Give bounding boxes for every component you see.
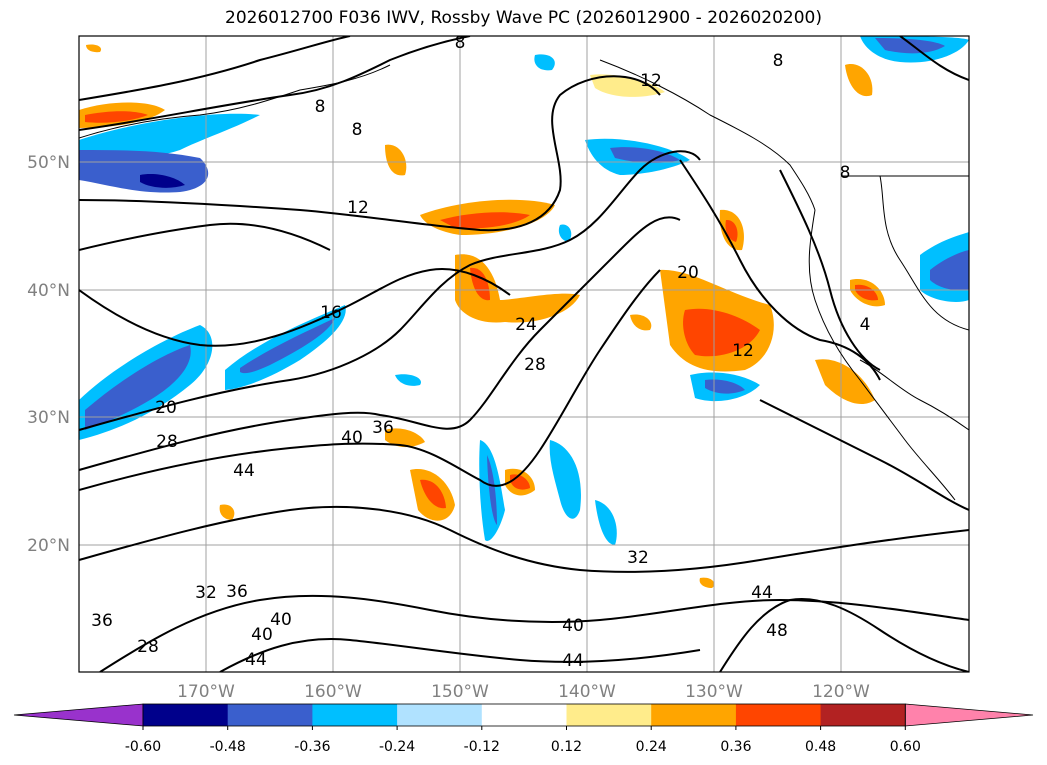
colorbar-segment bbox=[481, 704, 567, 726]
colorbar-extend-right bbox=[904, 703, 1034, 727]
lat-label-40n: 40°N bbox=[27, 281, 70, 301]
contour-label: 8 bbox=[315, 97, 326, 117]
colorbar-tick-label: -0.36 bbox=[294, 739, 330, 755]
colorbar-frame bbox=[142, 703, 906, 727]
positive-anomaly-shading bbox=[79, 44, 885, 588]
colorbar-segment bbox=[312, 704, 398, 726]
colorbar-segment bbox=[397, 704, 483, 726]
contour-label: 44 bbox=[233, 461, 255, 481]
contour-label: 8 bbox=[840, 163, 851, 183]
map-layers bbox=[79, 36, 969, 672]
contour-label: 36 bbox=[372, 418, 394, 438]
colorbar-segment bbox=[651, 704, 737, 726]
map-title: 2026012700 F036 IWV, Rossby Wave PC (202… bbox=[225, 8, 822, 28]
colorbar-tick-label: -0.12 bbox=[464, 739, 500, 755]
map-frame bbox=[78, 35, 970, 673]
iwv-contours bbox=[79, 36, 969, 672]
colorbar-tick-label: -0.60 bbox=[125, 739, 161, 755]
contour-label: 40 bbox=[251, 625, 273, 645]
contour-label: 12 bbox=[347, 198, 369, 218]
contour-label: 32 bbox=[195, 583, 217, 603]
colorbar-tick-label: 0.48 bbox=[805, 739, 836, 755]
longitude-labels: 170°W 160°W 150°W 140°W 130°W 120°W bbox=[177, 682, 870, 702]
lon-label-160w: 160°W bbox=[304, 682, 362, 702]
contour-label: 40 bbox=[341, 428, 363, 448]
contour-label: 40 bbox=[270, 610, 292, 630]
lon-label-120w: 120°W bbox=[812, 682, 870, 702]
colorbar-segment bbox=[820, 704, 906, 726]
colorbar-extend-left bbox=[13, 703, 144, 727]
lon-label-130w: 130°W bbox=[685, 682, 743, 702]
colorbar-segment bbox=[566, 704, 652, 726]
lat-label-50n: 50°N bbox=[27, 153, 70, 173]
negative-anomaly-shading bbox=[79, 36, 969, 545]
contour-label: 28 bbox=[524, 355, 546, 375]
contour-label: 24 bbox=[515, 315, 537, 335]
contour-label: 44 bbox=[751, 583, 773, 603]
contour-label: 20 bbox=[677, 263, 699, 283]
colorbar-tick-label: -0.24 bbox=[379, 739, 415, 755]
coastlines bbox=[79, 59, 969, 501]
colorbar bbox=[13, 703, 1034, 727]
contour-label: 32 bbox=[627, 548, 649, 568]
contour-label: 8 bbox=[773, 51, 784, 71]
contour-label: 16 bbox=[320, 303, 342, 323]
contour-label: 8 bbox=[455, 33, 466, 53]
lon-label-150w: 150°W bbox=[431, 682, 489, 702]
colorbar-tick-label: 0.24 bbox=[636, 739, 667, 755]
contour-label: 36 bbox=[226, 582, 248, 602]
lat-label-30n: 30°N bbox=[27, 408, 70, 428]
contour-label: 36 bbox=[91, 611, 113, 631]
contour-label: 48 bbox=[766, 621, 788, 641]
contour-label: 40 bbox=[562, 616, 584, 636]
lon-label-170w: 170°W bbox=[177, 682, 235, 702]
contour-label: 44 bbox=[562, 651, 584, 671]
colorbar-segment bbox=[143, 704, 229, 726]
lat-label-20n: 20°N bbox=[27, 536, 70, 556]
contour-label: 12 bbox=[732, 341, 754, 361]
latitude-labels: 50°N 40°N 30°N 20°N bbox=[27, 153, 70, 556]
colorbar-segment bbox=[227, 704, 313, 726]
colorbar-tick-label: 0.60 bbox=[890, 739, 921, 755]
contour-label: 44 bbox=[245, 650, 267, 670]
colorbar-segment bbox=[735, 704, 822, 726]
contour-label: 20 bbox=[155, 398, 177, 418]
colorbar-tick-label: 0.12 bbox=[551, 739, 582, 755]
contour-label: 28 bbox=[137, 637, 159, 657]
lon-label-140w: 140°W bbox=[558, 682, 616, 702]
colorbar-labels: -0.60 -0.48 -0.36 -0.24 -0.12 0.12 0.24 0.36 0.4… bbox=[125, 726, 921, 755]
contour-label: 4 bbox=[860, 315, 871, 335]
colorbar-tick-label: -0.48 bbox=[210, 739, 246, 755]
contour-label: 28 bbox=[156, 432, 178, 452]
map-panel bbox=[79, 36, 969, 672]
contour-label: 8 bbox=[352, 120, 363, 140]
contour-label: 12 bbox=[640, 71, 662, 91]
colorbar-tick-label: 0.36 bbox=[720, 739, 751, 755]
